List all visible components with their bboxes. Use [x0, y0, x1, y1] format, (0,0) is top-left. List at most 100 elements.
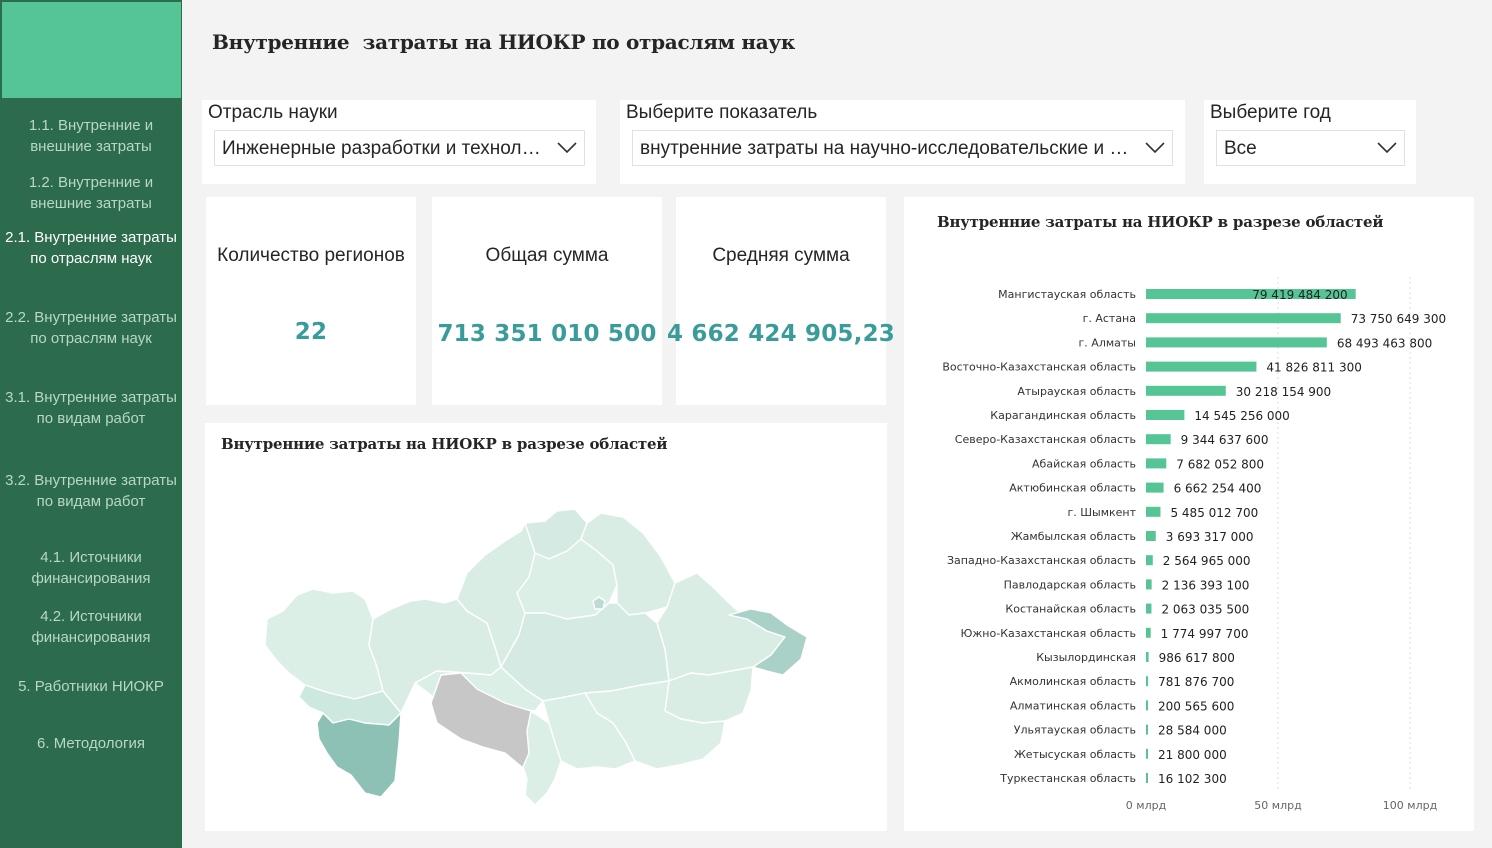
bar[interactable]: [1146, 531, 1156, 541]
category-label: Жетысуская область: [1014, 748, 1136, 761]
bar-value-label: 79 419 484 200: [1252, 288, 1347, 302]
nav-item-1-2[interactable]: 1.2. Внутренние и внешние затраты: [28, 174, 154, 212]
sidebar: 1.1. Внутренние и внешние затраты 1.2. В…: [0, 0, 182, 848]
bar-value-label: 41 826 811 300: [1266, 361, 1361, 375]
category-label: г. Алматы: [1079, 336, 1136, 349]
bar-value-label: 30 218 154 900: [1236, 385, 1331, 399]
map-region-astana[interactable]: [592, 596, 606, 610]
category-label: Жамбылская область: [1011, 530, 1136, 543]
map-region-turkestan[interactable]: [522, 710, 562, 806]
bar[interactable]: [1146, 555, 1153, 566]
indicator-dropdown[interactable]: внутренние затраты на научно-исследовате…: [632, 130, 1173, 166]
nav-item-1-1[interactable]: 1.1. Внутренние и внешние затраты: [28, 117, 154, 155]
nav-item-4-1[interactable]: 4.1. Источники финансирования: [31, 549, 151, 587]
sidebar-logo: [2, 2, 181, 98]
branch-dropdown[interactable]: Инженерные разработки и технологии: [214, 130, 585, 166]
map-region-abai[interactable]: [728, 608, 808, 676]
nav-item-3-2[interactable]: 3.2. Внутренние затраты по видам работ: [5, 472, 177, 510]
map-region-west-kazakhstan[interactable]: [264, 588, 384, 700]
category-label: г. Шымкент: [1067, 506, 1136, 519]
bar-chart-title: Внутренние затраты на НИОКР в разрезе об…: [937, 213, 1384, 231]
bar[interactable]: [1146, 724, 1148, 735]
bar-value-label: 781 876 700: [1158, 675, 1234, 689]
bar-value-label: 3 693 317 000: [1166, 530, 1254, 544]
nav-item-4-2[interactable]: 4.2. Источники финансирования: [31, 608, 151, 646]
bar[interactable]: [1146, 506, 1161, 517]
category-label: Туркестанская область: [999, 772, 1136, 785]
kazakhstan-map[interactable]: [205, 423, 887, 831]
bar-value-label: 1 774 997 700: [1161, 627, 1249, 641]
kpi-total-title: Общая сумма: [485, 245, 609, 266]
chevron-down-icon: [1377, 142, 1397, 154]
bar[interactable]: [1146, 676, 1149, 687]
bar[interactable]: [1146, 603, 1152, 614]
bar-value-label: 2 564 965 000: [1163, 554, 1251, 568]
kpi-average-card: Средняя сумма 4 662 424 905,23: [667, 197, 895, 405]
map-panel: Внутренние затраты на НИОКР в разрезе об…: [205, 423, 887, 831]
bar-value-label: 200 565 600: [1158, 699, 1234, 713]
category-label: Актюбинская область: [1009, 482, 1136, 495]
year-filter: Выберите год Все: [1204, 100, 1416, 184]
category-label: Южно-Казахстанская область: [961, 627, 1136, 640]
bar-value-label: 7 682 052 800: [1176, 457, 1264, 471]
bar-chart-panel: Внутренние затраты на НИОКР в разрезе об…: [904, 197, 1474, 831]
category-label: Ульятауская область: [1014, 724, 1136, 737]
category-label: Карагандинская область: [990, 409, 1136, 422]
category-label: Северо-Казахстанская область: [955, 433, 1136, 446]
bar[interactable]: [1146, 337, 1327, 348]
bar[interactable]: [1146, 482, 1164, 493]
bar[interactable]: [1146, 773, 1148, 783]
bar-value-label: 21 800 000: [1158, 748, 1227, 762]
nav-item-6[interactable]: 6. Методология: [37, 735, 145, 752]
bar[interactable]: [1146, 700, 1148, 711]
category-label: Кызылординская: [1036, 651, 1136, 664]
category-label: Западно-Казахстанская область: [947, 554, 1136, 567]
category-label: Костанайская область: [1005, 603, 1136, 616]
bar[interactable]: [1146, 458, 1167, 469]
nav-item-2-2[interactable]: 2.2. Внутренние затраты по отраслям наук: [5, 309, 177, 347]
category-label: Алматинская область: [1010, 699, 1136, 712]
bar[interactable]: [1146, 748, 1148, 759]
chevron-down-icon: [1145, 142, 1165, 154]
bar-value-label: 73 750 649 300: [1351, 312, 1446, 326]
bar[interactable]: [1146, 627, 1151, 638]
branch-dropdown-value: Инженерные разработки и технологии: [222, 138, 547, 159]
kpi-average-title: Средняя сумма: [712, 245, 850, 266]
bar-value-label: 68 493 463 800: [1337, 336, 1432, 350]
bar-value-label: 2 136 393 100: [1162, 578, 1250, 592]
indicator-filter: Выберите показатель внутренние затраты н…: [620, 100, 1185, 184]
bar-value-label: 28 584 000: [1158, 724, 1227, 738]
bar[interactable]: [1146, 579, 1152, 590]
x-tick-label: 100 млрд: [1383, 799, 1438, 812]
bar[interactable]: [1146, 410, 1185, 420]
branch-filter-label: Отрасль науки: [208, 102, 338, 123]
bar-value-label: 5 485 012 700: [1170, 506, 1258, 520]
kpi-total-value: 713 351 010 500: [437, 321, 657, 347]
category-label: Атырауская область: [1017, 385, 1136, 398]
kpi-regions-title: Количество регионов: [217, 245, 405, 266]
chevron-down-icon: [557, 142, 577, 154]
year-dropdown-value: Все: [1224, 138, 1257, 159]
map-region-mangystau[interactable]: [316, 712, 402, 798]
bar[interactable]: [1146, 652, 1149, 662]
bar[interactable]: [1146, 385, 1226, 396]
bar[interactable]: [1146, 434, 1171, 445]
kpi-total-card: Общая сумма 713 351 010 500: [432, 197, 662, 405]
category-label: г. Астана: [1083, 312, 1136, 325]
bar[interactable]: [1146, 313, 1341, 324]
year-dropdown[interactable]: Все: [1216, 130, 1405, 166]
nav-item-3-1[interactable]: 3.1. Внутренние затраты по видам работ: [5, 389, 177, 427]
bar-chart: 0 млрд 50 млрд 100 млрд Мангистауская облас…: [942, 277, 1446, 812]
category-label: Абайская область: [1032, 457, 1136, 470]
bar-value-label: 6 662 254 400: [1174, 482, 1262, 496]
indicator-dropdown-value: внутренние затраты на научно-исследовате…: [640, 138, 1137, 159]
category-label: Восточно-Казахстанская область: [942, 361, 1136, 374]
kpi-regions-card: Количество регионов 22: [206, 197, 416, 405]
nav-item-5[interactable]: 5. Работники НИОКР: [18, 678, 164, 695]
bar[interactable]: [1146, 289, 1356, 299]
indicator-filter-label: Выберите показатель: [626, 102, 818, 123]
x-tick-label: 0 млрд: [1126, 799, 1167, 812]
bar[interactable]: [1146, 361, 1257, 372]
nav-item-2-1[interactable]: 2.1. Внутренние затраты по отраслям наук: [5, 229, 177, 267]
page-title: Внутренние затраты на НИОКР по отраслям …: [212, 30, 795, 54]
